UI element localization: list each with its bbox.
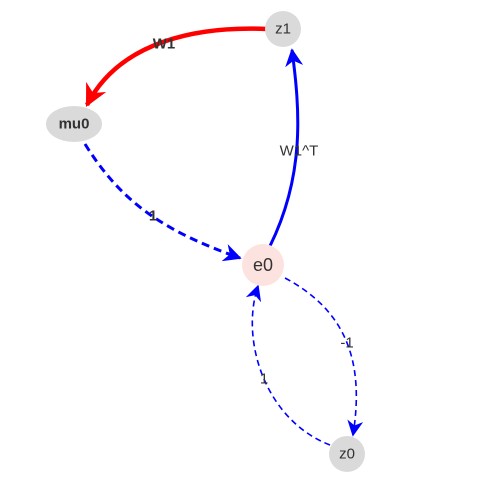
node-mu0[interactable]: mu0: [46, 106, 102, 142]
edge-z1-to-mu0: [84, 26, 268, 108]
edge-label-e0-z0: -1: [340, 335, 353, 352]
edge-label-z0-e0: 1: [260, 371, 268, 388]
node-label-mu0: mu0: [59, 116, 90, 133]
node-z0[interactable]: z0: [329, 436, 365, 472]
edge-label-mu0-e0: 1: [149, 208, 157, 225]
edge-z0-to-e0: [245, 284, 331, 446]
edge-e0-to-z1: [268, 48, 304, 247]
edge-label-w1t: W1^T: [280, 143, 319, 160]
edge-label-w1: W1: [153, 36, 176, 53]
edge-mu0-to-e0: [83, 143, 242, 262]
node-label-e0: e0: [253, 255, 273, 275]
node-label-z0: z0: [339, 446, 355, 463]
edge-e0-to-z0: [284, 277, 364, 437]
node-label-z1: z1: [275, 21, 291, 38]
node-z1[interactable]: z1: [265, 11, 301, 47]
node-e0[interactable]: e0: [242, 244, 284, 286]
